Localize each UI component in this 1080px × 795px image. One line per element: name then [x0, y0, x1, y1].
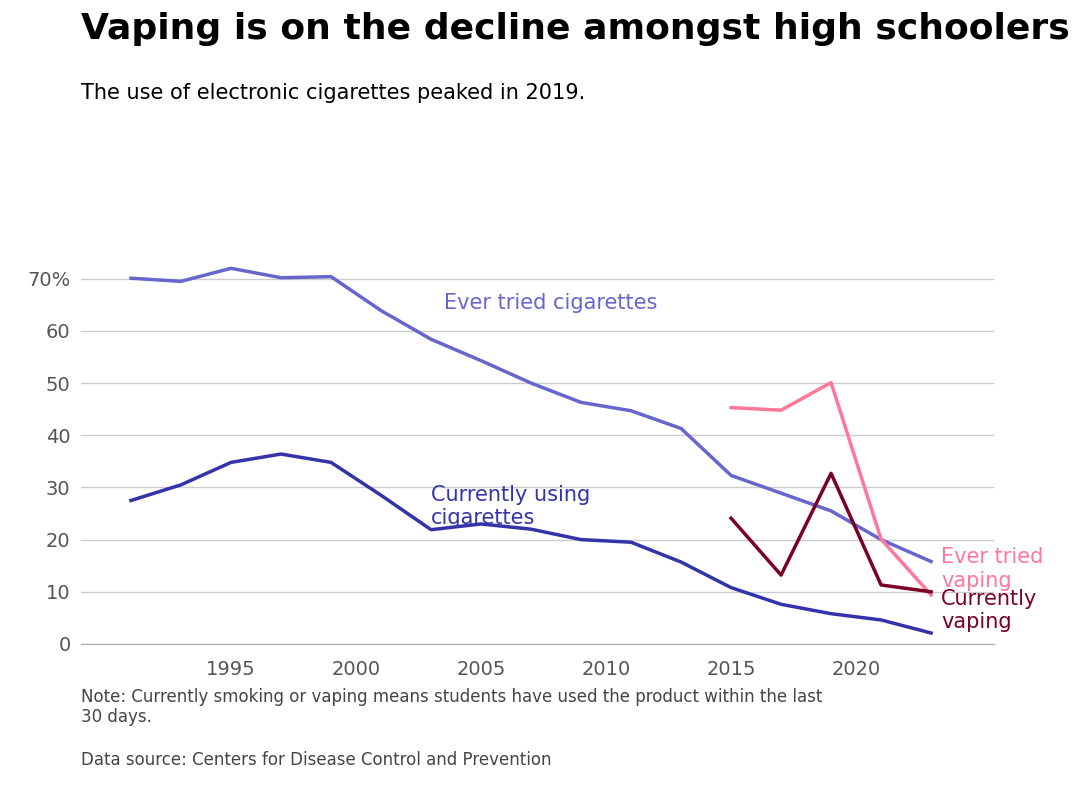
Text: The use of electronic cigarettes peaked in 2019.: The use of electronic cigarettes peaked …: [81, 83, 585, 103]
Text: Ever tried cigarettes: Ever tried cigarettes: [444, 293, 657, 312]
Text: Vaping is on the decline amongst high schoolers: Vaping is on the decline amongst high sc…: [81, 12, 1070, 46]
Text: Data source: Centers for Disease Control and Prevention: Data source: Centers for Disease Control…: [81, 751, 552, 770]
Text: Currently
vaping: Currently vaping: [941, 589, 1038, 632]
Text: Currently using
cigarettes: Currently using cigarettes: [431, 485, 591, 528]
Text: Ever tried
vaping: Ever tried vaping: [941, 548, 1043, 591]
Text: Note: Currently smoking or vaping means students have used the product within th: Note: Currently smoking or vaping means …: [81, 688, 822, 727]
